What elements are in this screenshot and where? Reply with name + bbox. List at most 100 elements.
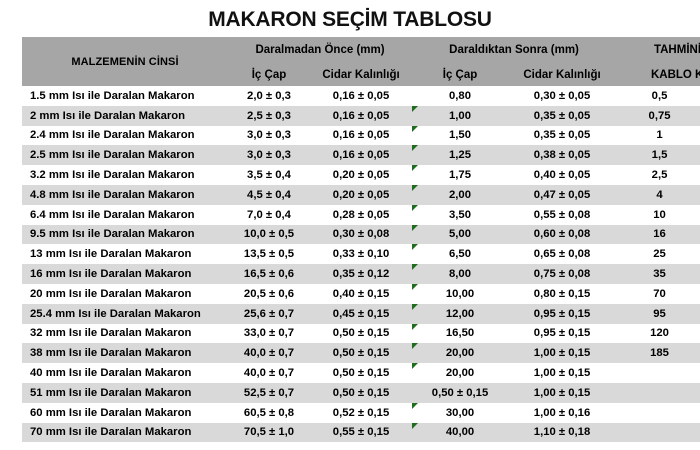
cell-cable-usage-min <box>616 382 700 403</box>
table-row: 70 mm Isı ile Daralan Makaron 70,5 ± 1,0 0… <box>22 422 700 443</box>
cell-after-inner-diameter: 0,50 ± 0,15 <box>412 382 509 403</box>
cell-before-wall-thickness: 0,16 ± 0,05 <box>310 105 413 126</box>
table-row: 2 mm Isı ile Daralan Makaron 2,5 ± 0,3 0,1… <box>22 105 700 126</box>
cell-cable-usage-min: 0,5 <box>616 86 700 106</box>
cell-material-type: 16 mm Isı ile Daralan Makaron <box>22 264 228 284</box>
cell-before-inner-diameter: 7,0 ± 0,4 <box>228 204 310 225</box>
cell-after-inner-diameter: 3,50 <box>412 204 509 225</box>
cell-cable-usage-min: 2,5 <box>616 165 700 185</box>
cell-after-wall-thickness: 1,00 ± 0,15 <box>508 382 617 403</box>
cell-material-type: 2.4 mm Isı ile Daralan Makaron <box>22 125 228 146</box>
cell-after-inner-diameter: 6,50 <box>412 244 509 265</box>
cell-after-wall-thickness: 0,80 ± 0,15 <box>508 283 617 304</box>
table-row: 2.4 mm Isı ile Daralan Makaron 3,0 ± 0,3 0… <box>22 125 700 146</box>
cell-material-type: 32 mm Isı ile Daralan Makaron <box>22 323 228 344</box>
cell-material-type: 9.5 mm Isı ile Daralan Makaron <box>22 224 228 245</box>
cell-after-wall-thickness: 1,10 ± 0,18 <box>508 422 617 443</box>
table-row: 13 mm Isı ile Daralan Makaron 13,5 ± 0,5 0… <box>22 244 700 265</box>
comment-marker-icon <box>412 145 419 152</box>
comment-marker-icon <box>412 422 419 429</box>
cell-cable-usage-min: 120 <box>616 323 700 344</box>
cell-before-wall-thickness: 0,16 ± 0,05 <box>310 125 413 146</box>
cell-cable-usage-min: 70 <box>616 283 700 304</box>
cell-before-wall-thickness: 0,16 ± 0,05 <box>310 145 413 166</box>
cell-after-inner-diameter: 2,00 <box>412 184 509 205</box>
cell-after-inner-diameter: 5,00 <box>412 224 509 245</box>
cell-before-inner-diameter: 3,5 ± 0,4 <box>228 165 310 185</box>
cell-material-type: 6.4 mm Isı ile Daralan Makaron <box>22 204 228 225</box>
cell-before-inner-diameter: 3,0 ± 0,3 <box>228 145 310 166</box>
cell-cable-usage-min: 35 <box>616 264 700 284</box>
cell-after-wall-thickness: 0,95 ± 0,15 <box>508 323 617 344</box>
cell-after-wall-thickness: 0,30 ± 0,05 <box>508 86 617 106</box>
table-row: 25.4 mm Isı ile Daralan Makaron 25,6 ± 0,… <box>22 303 700 324</box>
table-row: 2.5 mm Isı ile Daralan Makaron 3,0 ± 0,3 0… <box>22 145 700 166</box>
comment-marker-icon <box>412 264 419 271</box>
cell-cable-usage-min: 1,5 <box>616 145 700 166</box>
cell-material-type: 70 mm Isı ile Daralan Makaron <box>22 422 228 443</box>
cell-before-inner-diameter: 3,0 ± 0,3 <box>228 125 310 146</box>
cell-after-wall-thickness: 0,65 ± 0,08 <box>508 244 617 265</box>
cell-before-wall-thickness: 0,52 ± 0,15 <box>310 402 413 423</box>
table-row: 51 mm Isı ile Daralan Makaron 52,5 ± 0,7 0… <box>22 382 700 403</box>
cell-before-wall-thickness: 0,50 ± 0,15 <box>310 363 413 383</box>
cell-after-inner-diameter: 10,00 <box>412 283 509 304</box>
comment-marker-icon <box>412 303 419 310</box>
cell-before-wall-thickness: 0,33 ± 0,10 <box>310 244 413 265</box>
cell-before-inner-diameter: 52,5 ± 0,7 <box>228 382 310 403</box>
cell-before-wall-thickness: 0,55 ± 0,15 <box>310 422 413 443</box>
cell-cable-usage-min: 185 <box>616 343 700 364</box>
cell-cable-usage-min: 0,75 <box>616 105 700 126</box>
header-group-estimate: TAHMİNİDİR (mm) <box>616 37 700 63</box>
cell-after-inner-diameter: 20,00 <box>412 343 509 364</box>
cell-after-wall-thickness: 1,00 ± 0,15 <box>508 363 617 383</box>
cell-cable-usage-min: 95 <box>616 303 700 324</box>
cell-after-inner-diameter: 16,50 <box>412 323 509 344</box>
cell-after-wall-thickness: 0,40 ± 0,05 <box>508 165 617 185</box>
cell-before-wall-thickness: 0,50 ± 0,15 <box>310 323 413 344</box>
cell-material-type: 2 mm Isı ile Daralan Makaron <box>22 105 228 126</box>
cell-material-type: 20 mm Isı ile Daralan Makaron <box>22 283 228 304</box>
cell-material-type: 38 mm Isı ile Daralan Makaron <box>22 343 228 364</box>
header-after-wall-thickness: Cidar Kalınlığı <box>508 63 617 86</box>
comment-marker-icon <box>412 283 419 290</box>
table-row: 6.4 mm Isı ile Daralan Makaron 7,0 ± 0,4 0… <box>22 204 700 225</box>
table-body: 1.5 mm Isı ile Daralan Makaron 2,0 ± 0,3 0… <box>22 86 700 443</box>
cell-before-inner-diameter: 13,5 ± 0,5 <box>228 244 310 265</box>
cell-after-inner-diameter: 1,00 <box>412 105 509 126</box>
cell-material-type: 4.8 mm Isı ile Daralan Makaron <box>22 184 228 205</box>
cell-before-inner-diameter: 33,0 ± 0,7 <box>228 323 310 344</box>
header-group-before: Daralmadan Önce (mm) <box>228 37 413 63</box>
comment-marker-icon <box>412 323 419 330</box>
cell-before-wall-thickness: 0,35 ± 0,12 <box>310 264 413 284</box>
table-row: 32 mm Isı ile Daralan Makaron 33,0 ± 0,7 0… <box>22 323 700 344</box>
header-before-wall-thickness: Cidar Kalınlığı <box>310 63 413 86</box>
cell-before-inner-diameter: 16,5 ± 0,6 <box>228 264 310 284</box>
cell-before-inner-diameter: 4,5 ± 0,4 <box>228 184 310 205</box>
table-row: 38 mm Isı ile Daralan Makaron 40,0 ± 0,7 0… <box>22 343 700 364</box>
cell-before-inner-diameter: 60,5 ± 0,8 <box>228 402 310 423</box>
table-row: 20 mm Isı ile Daralan Makaron 20,5 ± 0,6 0… <box>22 283 700 304</box>
comment-marker-icon <box>412 244 419 251</box>
cell-after-wall-thickness: 0,75 ± 0,08 <box>508 264 617 284</box>
cell-cable-usage-min: 25 <box>616 244 700 265</box>
header-cable-usage: KABLO KULLANIM <box>616 63 700 86</box>
cell-after-wall-thickness: 0,35 ± 0,05 <box>508 105 617 126</box>
comment-marker-icon <box>412 105 419 112</box>
comment-marker-icon <box>412 125 419 132</box>
cell-after-wall-thickness: 0,60 ± 0,08 <box>508 224 617 245</box>
cell-cable-usage-min <box>616 363 700 383</box>
cell-before-wall-thickness: 0,20 ± 0,05 <box>310 184 413 205</box>
cell-after-wall-thickness: 0,55 ± 0,08 <box>508 204 617 225</box>
cell-after-wall-thickness: 1,00 ± 0,15 <box>508 343 617 364</box>
cell-before-inner-diameter: 70,5 ± 1,0 <box>228 422 310 443</box>
cell-before-inner-diameter: 10,0 ± 0,5 <box>228 224 310 245</box>
cell-after-inner-diameter: 20,00 <box>412 363 509 383</box>
cell-before-wall-thickness: 0,40 ± 0,15 <box>310 283 413 304</box>
cell-before-inner-diameter: 20,5 ± 0,6 <box>228 283 310 304</box>
comment-marker-icon <box>412 204 419 211</box>
cell-before-wall-thickness: 0,50 ± 0,15 <box>310 343 413 364</box>
cell-material-type: 1.5 mm Isı ile Daralan Makaron <box>22 86 228 106</box>
table-row: 4.8 mm Isı ile Daralan Makaron 4,5 ± 0,4 0… <box>22 184 700 205</box>
table-row: 3.2 mm Isı ile Daralan Makaron 3,5 ± 0,4 0… <box>22 165 700 185</box>
